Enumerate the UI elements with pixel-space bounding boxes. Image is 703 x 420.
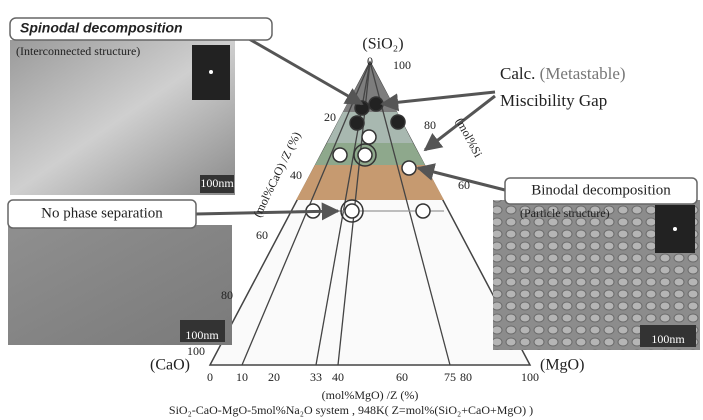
scale-label: 100nm [185, 328, 219, 342]
tick-label: 80 [460, 370, 472, 384]
tick-label: 0 [207, 370, 213, 384]
panel-title: Spinodal decomposition [20, 20, 183, 36]
tick-label: 40 [332, 370, 344, 384]
figure: 100nm Spinodal decomposition (Interconne… [0, 0, 703, 420]
axis-label: (mol%Si [453, 115, 486, 160]
tick-label: 10 [236, 370, 248, 384]
tick-label: 80 [221, 288, 233, 302]
metastable: (Metastable) [540, 64, 626, 83]
tick-label: 75 [444, 370, 456, 384]
tick-label: 80 [424, 118, 436, 132]
tick-label: 40 [290, 168, 302, 182]
scale-label: 100nm [200, 176, 234, 190]
tick-label: 0 [367, 54, 373, 68]
annotation: Miscibility Gap [500, 91, 607, 110]
panel-title: No phase separation [41, 205, 163, 221]
tick-label: 20 [268, 370, 280, 384]
calc: Calc. [500, 64, 535, 83]
tick-label: 20 [324, 110, 336, 124]
apex-label: (SiO₂) [362, 36, 403, 53]
tick-label: 33 [310, 370, 322, 384]
tick-label: 60 [396, 370, 408, 384]
panel-subtitle: (Interconnected structure) [16, 44, 140, 58]
corner-label: (MgO) [540, 357, 584, 374]
caption: SiO₂-CaO-MgO-5mol%Na₂O system , 948K( Z=… [169, 403, 533, 417]
tick-label: 100 [521, 370, 539, 384]
panel-subtitle: (Particle structure) [520, 206, 610, 220]
panel-title: Binodal decomposition [531, 182, 671, 198]
tick-label: 60 [458, 178, 470, 192]
tick-label: 60 [256, 228, 268, 242]
axis-label: (mol%MgO) /Z (%) [322, 388, 419, 402]
tick-label: 100 [393, 58, 411, 72]
tick-label: 100 [187, 344, 205, 358]
scale-label: 100nm [651, 332, 685, 346]
corner-label: (CaO) [150, 357, 190, 374]
annotation: Calc. (Metastable) [500, 64, 626, 83]
